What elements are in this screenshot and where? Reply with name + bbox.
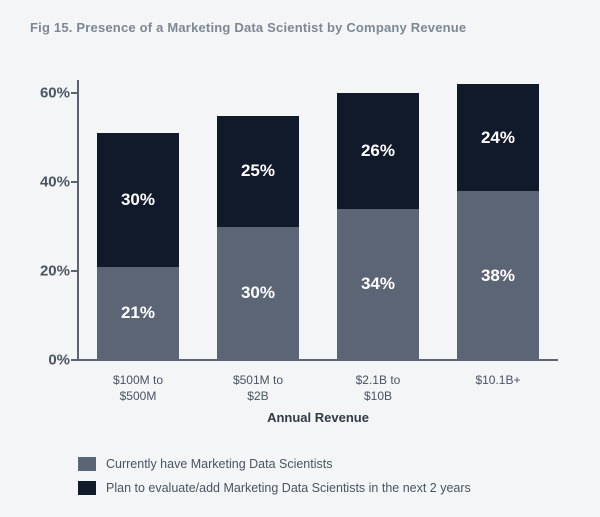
y-tick-label: 0% [28,352,70,369]
plot-area: 0%20%40%60% 21%30%$100M to $500M30%25%$5… [78,80,558,360]
x-axis-title: Annual Revenue [267,410,369,425]
bar-group: 21%30%$100M to $500M [97,133,179,360]
bar-segment-top: 30% [97,133,179,266]
bar-segment-bottom: 21% [97,267,179,360]
bar-group: 34%26%$2.1B to $10B [337,93,419,360]
y-tick-label: 40% [28,174,70,191]
bar-group: 38%24%$10.1B+ [457,84,539,360]
bar-segment-top: 24% [457,84,539,191]
bar-segment-top: 25% [217,116,299,227]
bar-segment-bottom: 38% [457,191,539,360]
bar-segment-bottom: 30% [217,227,299,360]
bar-group: 30%25%$501M to $2B [217,116,299,360]
figure: Fig 15. Presence of a Marketing Data Sci… [0,0,600,517]
legend-label: Plan to evaluate/add Marketing Data Scie… [106,481,471,495]
bar-segment-top: 26% [337,93,419,209]
y-tick-label: 60% [28,85,70,102]
bar-segment-bottom: 34% [337,209,419,360]
legend-swatch [78,457,96,471]
y-tick-mark [71,359,78,361]
legend-swatch [78,481,96,495]
x-tick-label: $2.1B to $10B [318,372,438,404]
figure-title: Fig 15. Presence of a Marketing Data Sci… [30,20,466,35]
legend-item: Currently have Marketing Data Scientists [78,457,471,471]
x-tick-label: $100M to $500M [78,372,198,404]
x-tick-label: $501M to $2B [198,372,318,404]
y-tick-mark [71,181,78,183]
bars-container: 21%30%$100M to $500M 30%25%$501M to $2B 34… [78,80,558,360]
legend: Currently have Marketing Data Scientists… [78,447,471,495]
y-tick-mark [71,270,78,272]
legend-item: Plan to evaluate/add Marketing Data Scie… [78,481,471,495]
x-tick-label: $10.1B+ [438,372,558,388]
legend-label: Currently have Marketing Data Scientists [106,457,332,471]
y-tick-label: 20% [28,263,70,280]
y-tick-mark [71,92,78,94]
